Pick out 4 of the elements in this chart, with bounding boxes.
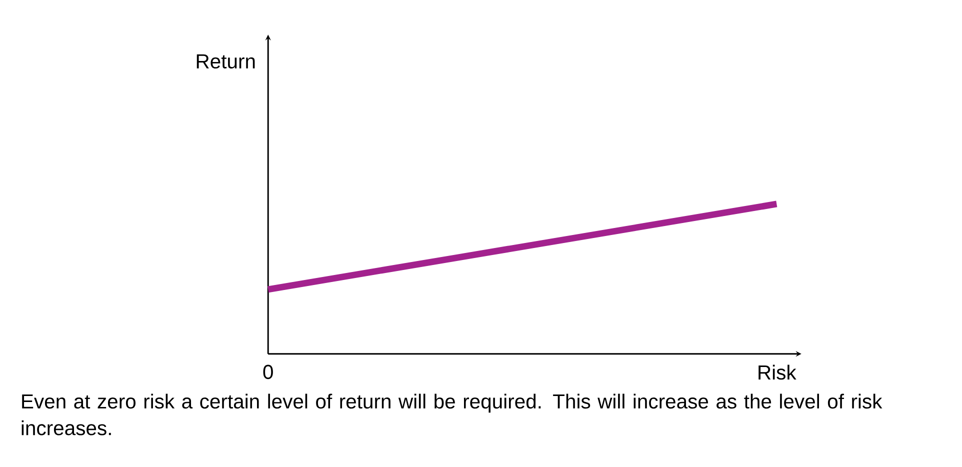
x-tick-label: 0 (263, 364, 273, 380)
x-tick-label: Risk (758, 364, 796, 380)
text: Even at zero risk a certain level of return will be required. This will increase as the level of risk increases. (22, 394, 882, 436)
text: Return (196, 54, 255, 69)
